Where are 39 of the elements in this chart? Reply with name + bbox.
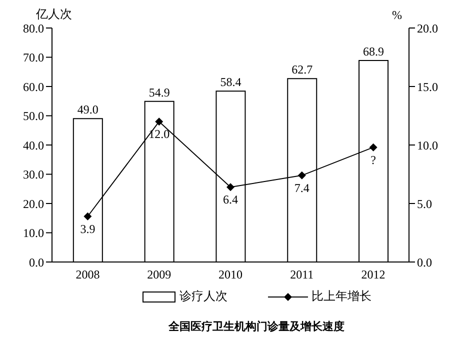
- text: 全国医疗卫生机构门诊量及增长速度: [168, 320, 346, 334]
- point: [226, 183, 234, 192]
- y2-tick-label: 20.0: [417, 21, 438, 36]
- data-label: 3.9: [80, 222, 96, 236]
- x-tick-label: 2012: [361, 268, 386, 282]
- y2-tick-label: 15.0: [417, 80, 438, 94]
- y-tick-label: 70.0: [23, 50, 44, 65]
- y2-tick-label: 5.0: [417, 196, 432, 211]
- data-label: 54.9: [148, 85, 170, 100]
- x-tick-label: 2008: [76, 268, 100, 282]
- data-label: 6.4: [223, 192, 238, 207]
- y-tick-label: 50.0: [23, 109, 44, 124]
- y2-tick-label: 10.0: [417, 138, 438, 152]
- y-axis-title: 亿人次: [36, 6, 72, 23]
- data-label: ?: [370, 152, 376, 167]
- y-tick-label: 10.0: [23, 226, 44, 240]
- y-tick-label: 60.0: [23, 80, 44, 94]
- y-tick-label: 0.0: [29, 255, 44, 270]
- y-tick-label: 80.0: [23, 21, 44, 36]
- x-tick-label: 2009: [147, 268, 172, 282]
- legend-label: 诊疗人次: [180, 288, 228, 305]
- point: [298, 171, 306, 180]
- point: [369, 143, 378, 152]
- point: [155, 118, 164, 126]
- legend-label: 比上年增长: [312, 288, 372, 305]
- data-label: 68.9: [363, 44, 384, 58]
- x-tick-label: 2010: [218, 268, 242, 282]
- data-label: 12.0: [148, 127, 170, 142]
- x-tick-label: 2011: [290, 268, 314, 282]
- y2-tick-label: 0.0: [417, 255, 432, 270]
- y-tick-label: 40.0: [23, 138, 44, 152]
- data-label: 49.0: [77, 102, 98, 117]
- y2-axis-title: %: [392, 8, 402, 23]
- data-label: 7.4: [294, 180, 310, 195]
- data-label: 62.7: [292, 62, 313, 77]
- point: [84, 212, 92, 220]
- y-tick-label: 30.0: [23, 168, 44, 182]
- y-tick-label: 20.0: [23, 196, 44, 211]
- data-label: 58.4: [220, 75, 242, 90]
